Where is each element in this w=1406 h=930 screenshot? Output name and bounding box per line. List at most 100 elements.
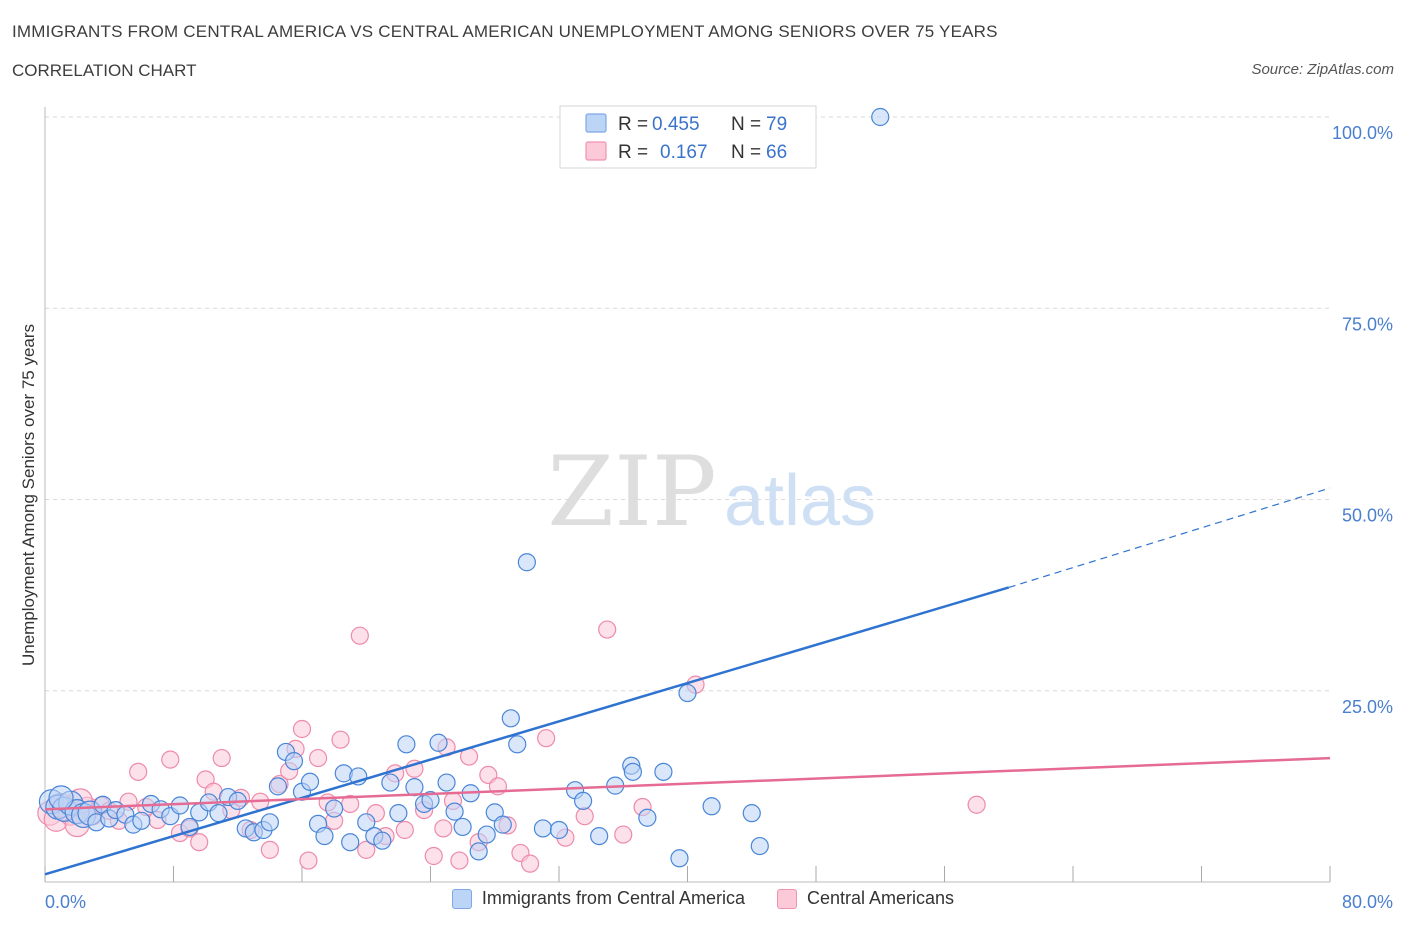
data-point-central-americans bbox=[260, 840, 279, 859]
data-point-central-americans bbox=[292, 719, 312, 739]
trend-line-immigrants-extension bbox=[1008, 487, 1331, 589]
trend-line-immigrants bbox=[44, 586, 1010, 876]
data-point-immigrants bbox=[429, 733, 448, 752]
x-tick-labels: 0.0% 80.0% bbox=[45, 892, 1393, 912]
data-point-immigrants bbox=[421, 791, 440, 810]
data-point-central-americans bbox=[434, 819, 453, 838]
stats-swatch-blue bbox=[585, 113, 607, 133]
data-point-immigrants bbox=[517, 553, 536, 572]
y-tick-label: 75.0% bbox=[1342, 314, 1393, 334]
y-tick-label: 100.0% bbox=[1332, 123, 1393, 143]
stats-n-label-blue: N = bbox=[731, 114, 761, 135]
data-point-central-americans bbox=[212, 748, 231, 768]
data-point-immigrants bbox=[871, 107, 890, 127]
stats-legend: R = 0.455 N = 79 R = 0.167 N = 66 bbox=[559, 105, 817, 169]
data-point-immigrants bbox=[397, 735, 416, 754]
stats-r-label-blue: R = bbox=[618, 114, 648, 135]
source-label: Source: ZipAtlas.com bbox=[1251, 61, 1394, 78]
data-point-immigrants bbox=[670, 849, 689, 868]
y-tick-label: 25.0% bbox=[1342, 697, 1393, 717]
data-point-immigrants bbox=[702, 797, 721, 816]
data-point-immigrants bbox=[742, 804, 761, 823]
data-point-immigrants bbox=[678, 683, 697, 703]
trend-lines bbox=[44, 487, 1331, 876]
data-point-immigrants bbox=[477, 825, 496, 844]
legend-swatch-blue bbox=[451, 888, 472, 909]
data-point-immigrants bbox=[315, 826, 334, 846]
data-point-immigrants bbox=[48, 785, 74, 811]
data-point-immigrants bbox=[638, 808, 657, 827]
legend-item-central-americans[interactable]: Central Americans bbox=[777, 888, 954, 909]
data-point-central-americans bbox=[575, 807, 594, 826]
data-point-immigrants bbox=[501, 709, 520, 728]
data-point-central-americans bbox=[357, 840, 376, 859]
data-point-immigrants bbox=[284, 752, 304, 771]
data-point-immigrants bbox=[573, 791, 593, 811]
gridlines bbox=[45, 116, 1330, 692]
data-point-immigrants bbox=[654, 762, 673, 781]
x-tick-label: 0.0% bbox=[45, 892, 86, 912]
data-point-immigrants bbox=[533, 819, 553, 838]
data-point-central-americans bbox=[395, 820, 414, 840]
axes bbox=[44, 107, 1331, 883]
data-point-immigrants bbox=[469, 842, 488, 861]
data-point-central-americans bbox=[190, 833, 209, 852]
stats-n-label-pink: N = bbox=[731, 142, 761, 163]
data-point-immigrants bbox=[325, 799, 344, 818]
data-point-central-americans bbox=[537, 729, 556, 748]
data-point-immigrants bbox=[373, 831, 392, 850]
data-point-immigrants bbox=[445, 802, 464, 821]
stats-r-label-pink: R = bbox=[618, 142, 648, 163]
data-point-immigrants bbox=[508, 735, 527, 754]
data-point-central-americans bbox=[299, 851, 318, 870]
legend-label-immigrants: Immigrants from Central America bbox=[481, 888, 745, 908]
watermark-atlas: atlas bbox=[724, 461, 876, 541]
data-point-central-americans bbox=[331, 730, 350, 749]
chart-title: IMMIGRANTS FROM CENTRAL AMERICA VS CENTR… bbox=[12, 22, 998, 41]
data-point-immigrants bbox=[437, 773, 456, 792]
data-point-immigrants bbox=[381, 773, 400, 792]
data-point-immigrants bbox=[268, 777, 288, 796]
data-point-central-americans bbox=[614, 825, 633, 844]
data-point-immigrants bbox=[549, 820, 569, 840]
watermark-zip: ZIP bbox=[547, 436, 716, 548]
data-point-immigrants bbox=[260, 813, 279, 832]
data-point-immigrants bbox=[209, 804, 228, 823]
data-point-immigrants bbox=[590, 826, 609, 846]
stats-r-value-blue: 0.455 bbox=[652, 114, 700, 135]
data-point-immigrants bbox=[453, 817, 472, 837]
legend-swatch-pink bbox=[777, 888, 797, 909]
data-point-immigrants bbox=[405, 778, 424, 797]
legend-label-central-americans: Central Americans bbox=[807, 888, 955, 908]
legend-item-immigrants[interactable]: Immigrants from Central America bbox=[451, 888, 745, 909]
stats-n-value-pink: 66 bbox=[766, 142, 787, 163]
data-point-central-americans bbox=[129, 762, 148, 781]
data-point-central-americans bbox=[598, 620, 617, 639]
data-point-immigrants bbox=[132, 811, 151, 830]
y-tick-label: 50.0% bbox=[1342, 506, 1393, 526]
y-tick-labels: 25.0% 50.0% 75.0% 100.0% bbox=[1332, 123, 1393, 717]
data-point-central-americans bbox=[967, 795, 986, 814]
data-point-immigrants bbox=[493, 815, 512, 834]
data-point-central-americans bbox=[161, 750, 180, 769]
stats-n-value-blue: 79 bbox=[766, 114, 787, 135]
data-point-central-americans bbox=[350, 626, 369, 645]
y-axis-label: Unemployment Among Seniors over 75 years bbox=[19, 324, 38, 666]
data-point-immigrants bbox=[341, 833, 360, 852]
x-tick-label: 80.0% bbox=[1342, 892, 1393, 912]
data-point-immigrants bbox=[623, 762, 642, 781]
stats-r-value-pink: 0.167 bbox=[660, 142, 708, 163]
watermark: ZIP atlas bbox=[547, 436, 876, 548]
stats-swatch-pink bbox=[585, 141, 607, 161]
data-point-central-americans bbox=[308, 748, 328, 768]
data-point-central-americans bbox=[450, 851, 469, 870]
series-legend: Immigrants from Central America Central … bbox=[0, 888, 1406, 909]
data-point-immigrants bbox=[750, 836, 769, 856]
trend-line-central-americans bbox=[44, 756, 1331, 811]
data-point-central-americans bbox=[520, 854, 540, 873]
data-point-immigrants bbox=[357, 813, 376, 832]
data-point-central-americans bbox=[424, 846, 443, 866]
data-point-immigrants bbox=[170, 796, 190, 815]
chart-subtitle: CORRELATION CHART bbox=[12, 61, 197, 80]
